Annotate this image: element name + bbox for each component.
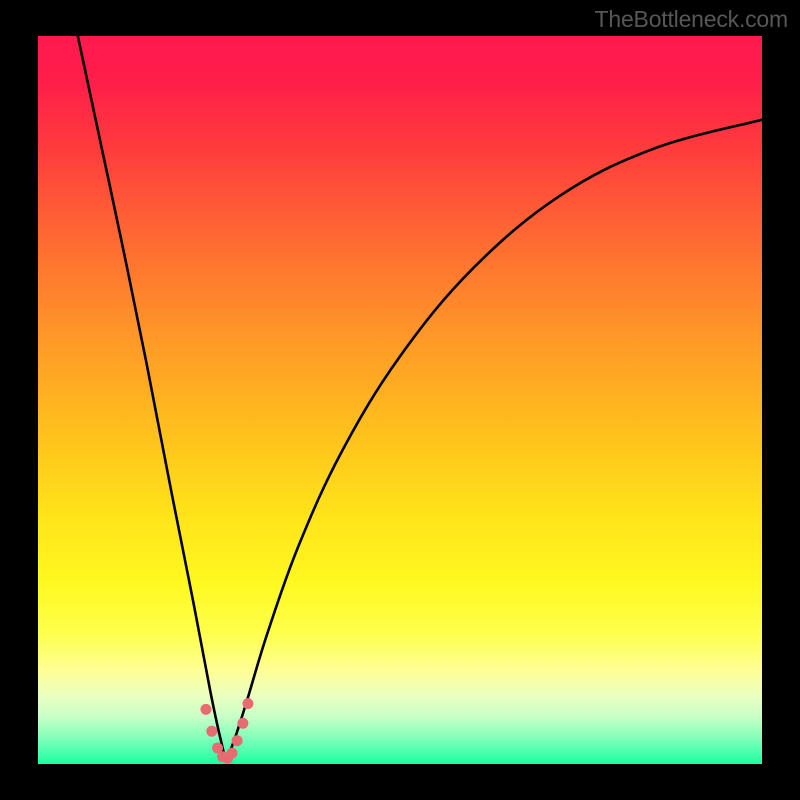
- marker-point: [237, 718, 248, 729]
- bottleneck-curve: [38, 36, 762, 764]
- marker-point: [232, 735, 243, 746]
- plot-area: [38, 36, 762, 764]
- marker-point: [206, 726, 217, 737]
- marker-point: [200, 704, 211, 715]
- chart-container: TheBottleneck.com: [0, 0, 800, 800]
- marker-point: [227, 748, 238, 759]
- watermark-text: TheBottleneck.com: [595, 6, 788, 33]
- marker-point: [242, 698, 253, 709]
